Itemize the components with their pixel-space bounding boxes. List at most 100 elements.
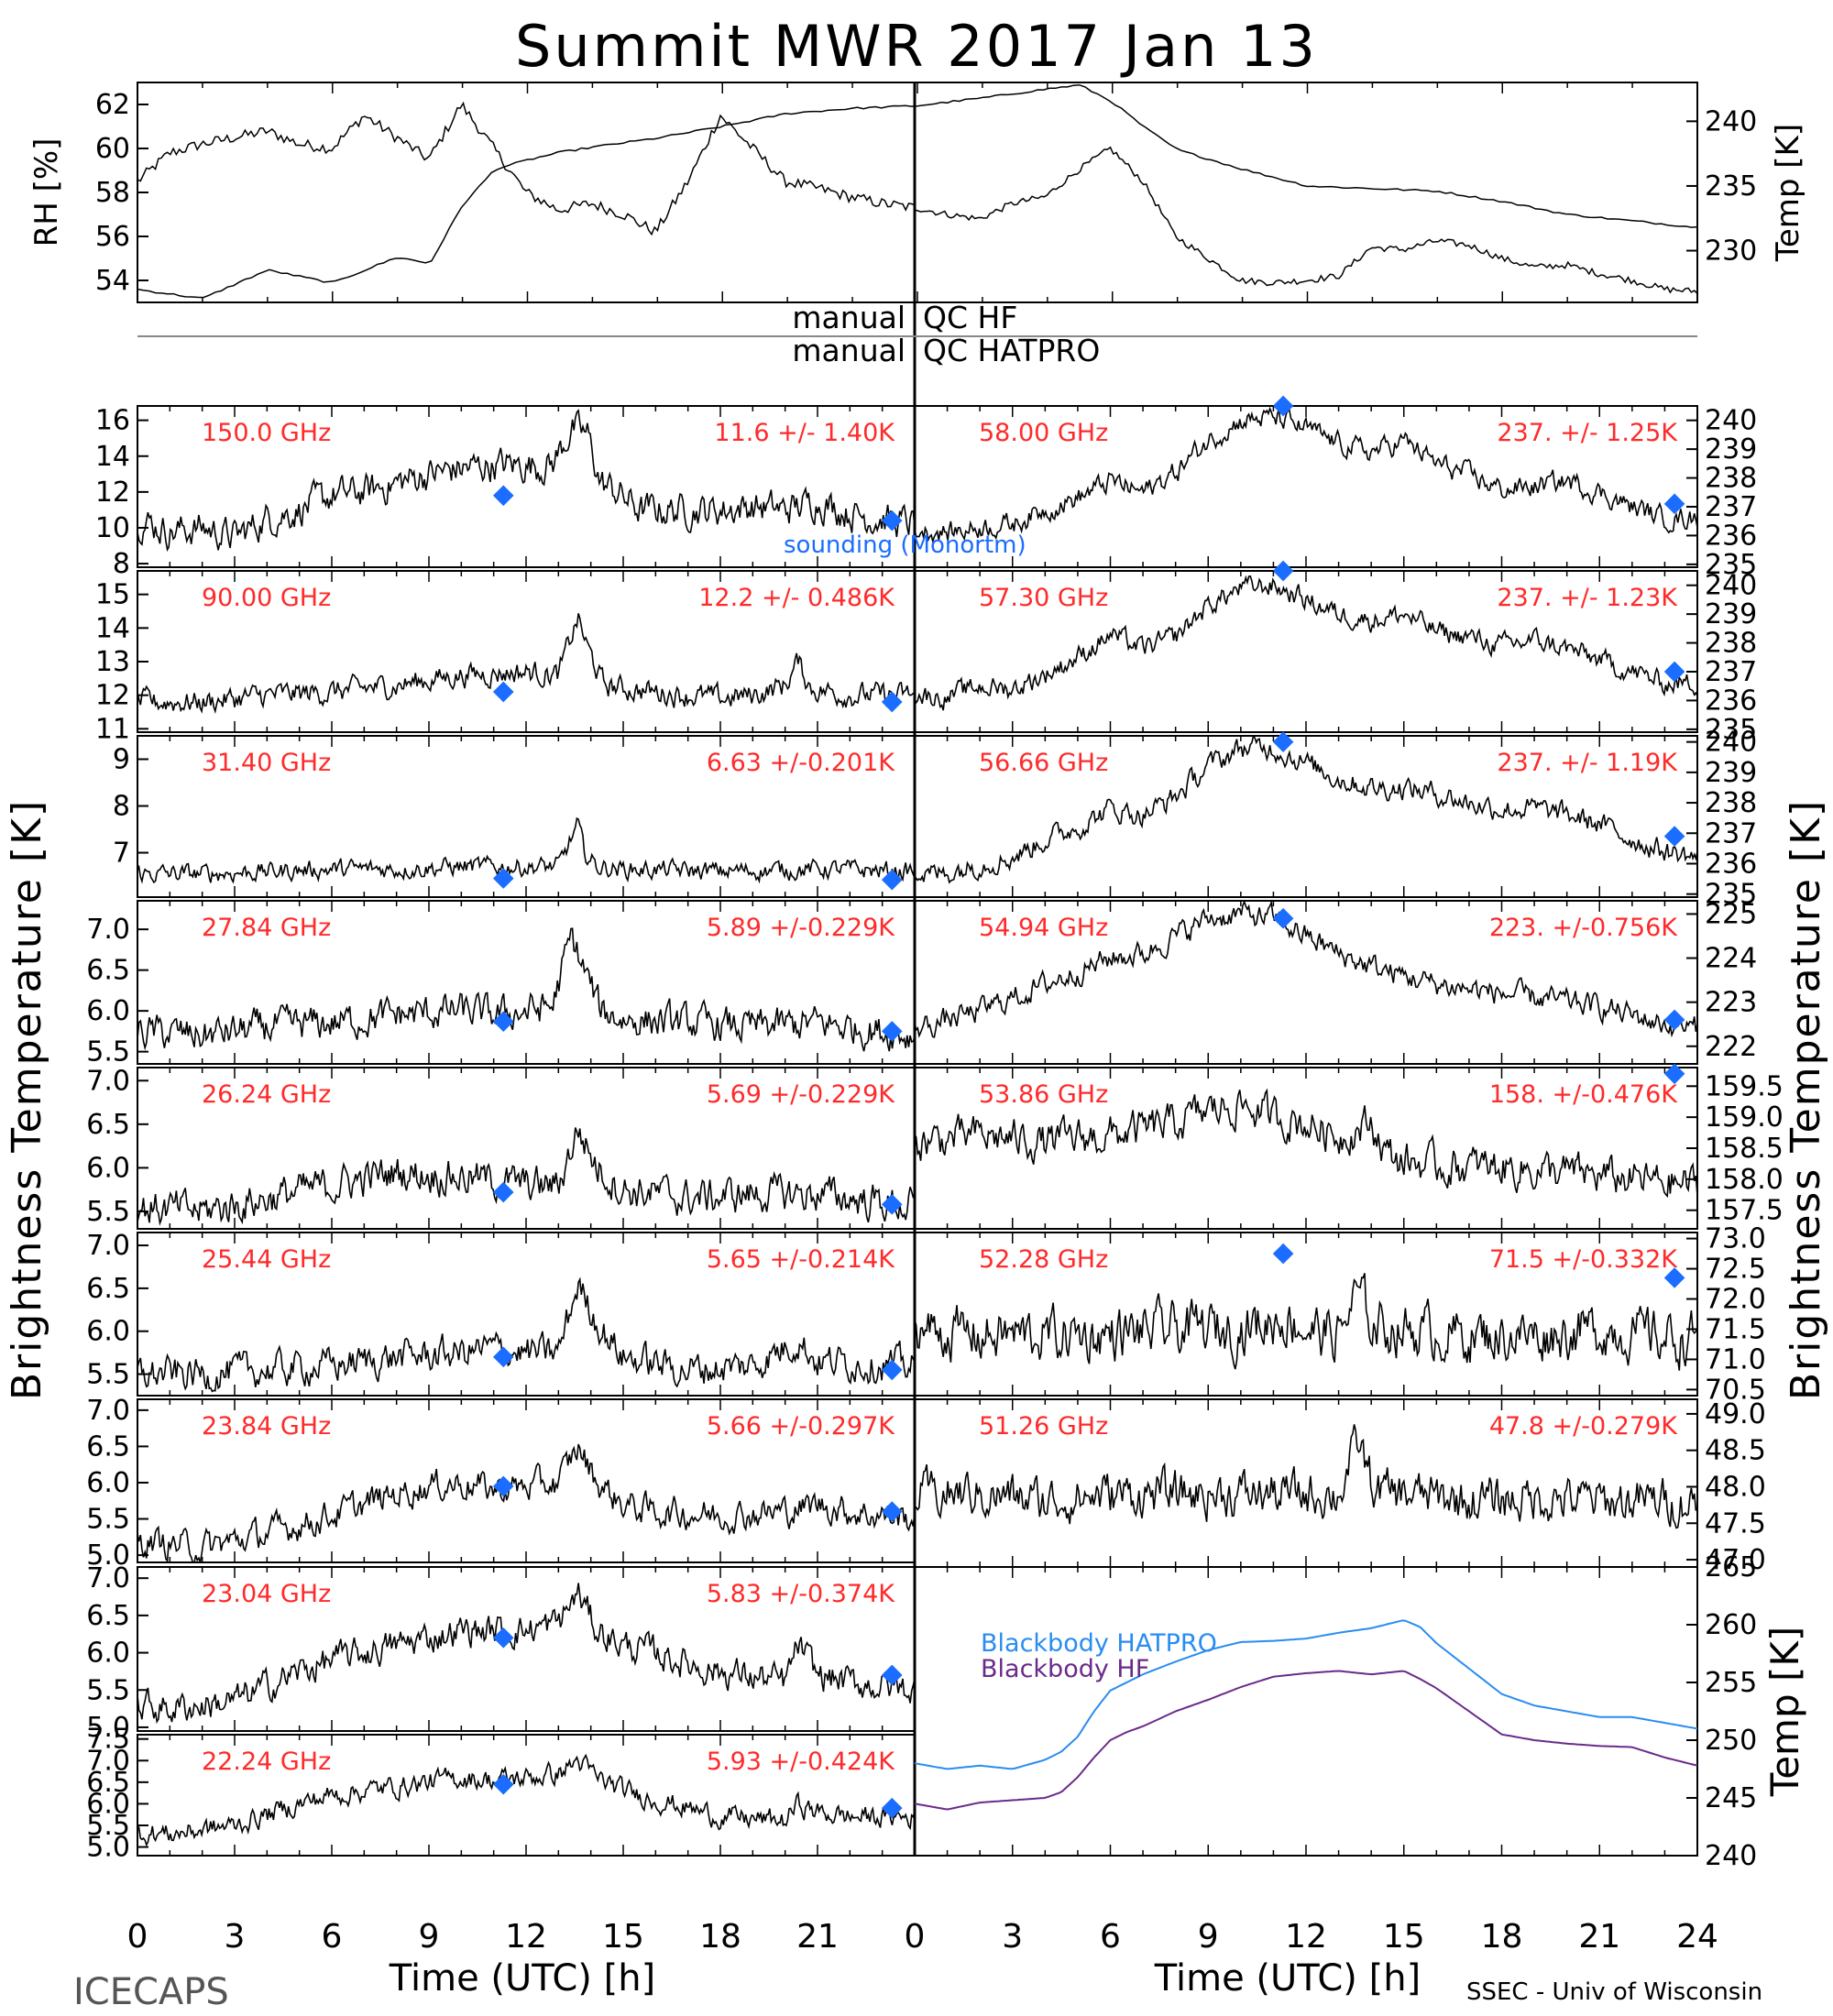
ch22-ytick-label: 5.0 [86,1832,130,1864]
ch27-sounding-point [881,1021,903,1042]
ch22-ytick-label: 7.5 [86,1724,130,1756]
blackbody-axis-label: Temp [K] [1762,1627,1807,1798]
blackbody-frame [914,1566,1698,1857]
ch25-ytick-label: 6.0 [86,1316,130,1348]
ch51-trace [914,1424,1698,1529]
ch150-ytick-label: 16 [95,405,130,437]
ch56-sounding-point [1272,731,1294,752]
ch57_30-ytick-label: 238 [1705,628,1757,660]
figure-title: Summit MWR 2017 Jan 13 [515,13,1318,80]
ch51-freq: 51.26 GHz [979,1412,1108,1441]
ch53-trace [914,1088,1698,1199]
footer-left: ICECAPS [73,1971,229,2013]
blackbody-ytick-label: 250 [1705,1725,1757,1757]
ch150-ytick-label: 10 [95,512,130,544]
ch25-sounding-point [881,1359,903,1381]
rh-ytick-label: 58 [95,177,130,209]
ch52-freq: 52.28 GHz [979,1245,1108,1274]
ch57_30-ytick-label: 240 [1705,570,1757,602]
ch26-sounding-point [881,1194,903,1215]
ch27-ytick-label: 6.5 [86,955,130,987]
qc-left-hf: manual [792,300,906,335]
ch51-ytick-label: 48.0 [1705,1471,1766,1503]
ch90-ytick-label: 12 [95,680,130,712]
blackbody-legend-1: Blackbody HF [981,1655,1149,1683]
rh-ytick-label: 56 [95,221,130,253]
time-tick-right: 0 [905,1918,926,1956]
ch53-ytick-label: 158.5 [1705,1133,1784,1165]
ch52-ytick-label: 71.0 [1705,1343,1766,1375]
ch27-ytick-label: 7.0 [86,914,130,946]
ch52-trace [914,1273,1698,1371]
qc-right-hatpro: QC HATPRO [923,333,1100,368]
time-tick-left: 12 [505,1918,547,1956]
brightness-label-left: Brightness Temperature [K] [4,799,50,1400]
ch52-ytick-label: 70.5 [1705,1374,1766,1406]
temp-ytick-label: 235 [1705,170,1757,203]
ch26-trace [137,1127,916,1226]
ch31-ytick-label: 8 [113,791,130,823]
ch150-ytick-label: 8 [113,548,130,580]
ch150-ytick-label: 14 [95,441,130,473]
blackbody-ytick-label: 240 [1705,1840,1757,1872]
qc-left-hatpro: manual [792,333,906,368]
ch23_04-ytick-label: 7.0 [86,1562,130,1594]
ch26-stat: 5.69 +/-0.229K [707,1080,895,1109]
ch90-ytick-label: 15 [95,579,130,611]
time-label-left: Time (UTC) [h] [389,1957,655,2000]
ch51-ytick-label: 49.0 [1705,1398,1766,1430]
ch31-trace [137,816,916,884]
ch31-stat: 6.63 +/-0.201K [707,749,895,777]
ch23_04-trace [137,1583,916,1725]
ch26-freq: 26.24 GHz [202,1080,331,1109]
ch57_30-ytick-label: 237 [1705,656,1757,688]
ch56-sounding-point [1663,826,1685,847]
temp-trace [137,83,1698,299]
time-tick-left: 21 [796,1918,839,1956]
time-tick-right: 18 [1481,1918,1523,1956]
ch57_30-freq: 57.30 GHz [979,584,1108,612]
blackbody-legend-0: Blackbody HATPRO [981,1629,1217,1658]
ch51-ytick-label: 48.5 [1705,1435,1766,1467]
ch54-sounding-point [1272,907,1294,929]
ch23_04-sounding-point [881,1664,903,1686]
ch26-ytick-label: 6.5 [86,1109,130,1141]
rh-ytick-label: 60 [95,133,130,165]
temp-axis-label: Temp [K] [1770,124,1806,262]
ch23_04-freq: 23.04 GHz [202,1580,331,1608]
ch56-ytick-label: 235 [1705,879,1757,911]
ch56-ytick-label: 236 [1705,848,1757,880]
ch58-ytick-label: 236 [1705,520,1757,552]
blackbody-ytick-label: 255 [1705,1667,1757,1699]
ch23_04-ytick-label: 6.5 [86,1600,130,1632]
ch53-sounding-point [1663,1063,1685,1085]
ch53-stat: 158. +/-0.476K [1489,1080,1678,1109]
sounding-label: sounding (Monortm) [784,531,1026,559]
ch56-ytick-label: 240 [1705,727,1757,759]
temp-ytick-label: 240 [1705,105,1757,137]
ch57_30-sounding-point [1272,560,1294,582]
ch58-sounding-point [1663,493,1685,515]
ch22-ytick-label: 5.5 [86,1810,130,1842]
ch31-freq: 31.40 GHz [202,749,331,777]
ch25-freq: 25.44 GHz [202,1245,331,1274]
ch27-stat: 5.89 +/-0.229K [707,914,895,942]
ch58-ytick-label: 237 [1705,491,1757,523]
ch23_04-stat: 5.83 +/-0.374K [707,1580,895,1608]
ch56-freq: 56.66 GHz [979,749,1108,777]
ch27-ytick-label: 5.5 [86,1036,130,1068]
ch150-ytick-label: 12 [95,477,130,509]
ch54-ytick-label: 223 [1705,987,1757,1019]
ch25-ytick-label: 6.5 [86,1273,130,1305]
ch150-freq: 150.0 GHz [202,419,331,447]
time-tick-right: 6 [1100,1918,1121,1956]
ch90-trace [137,613,916,715]
ch26-ytick-label: 7.0 [86,1065,130,1097]
ch22-freq: 22.24 GHz [202,1748,331,1776]
time-tick-left: 6 [322,1918,343,1956]
time-tick-right: 3 [1002,1918,1023,1956]
ch26-sounding-point [492,1181,514,1203]
brightness-label-right: Brightness Temperature [K] [1783,799,1829,1400]
ch27-sounding-point [492,1011,514,1033]
footer-right: SSEC - Univ of Wisconsin [1466,1978,1762,2006]
